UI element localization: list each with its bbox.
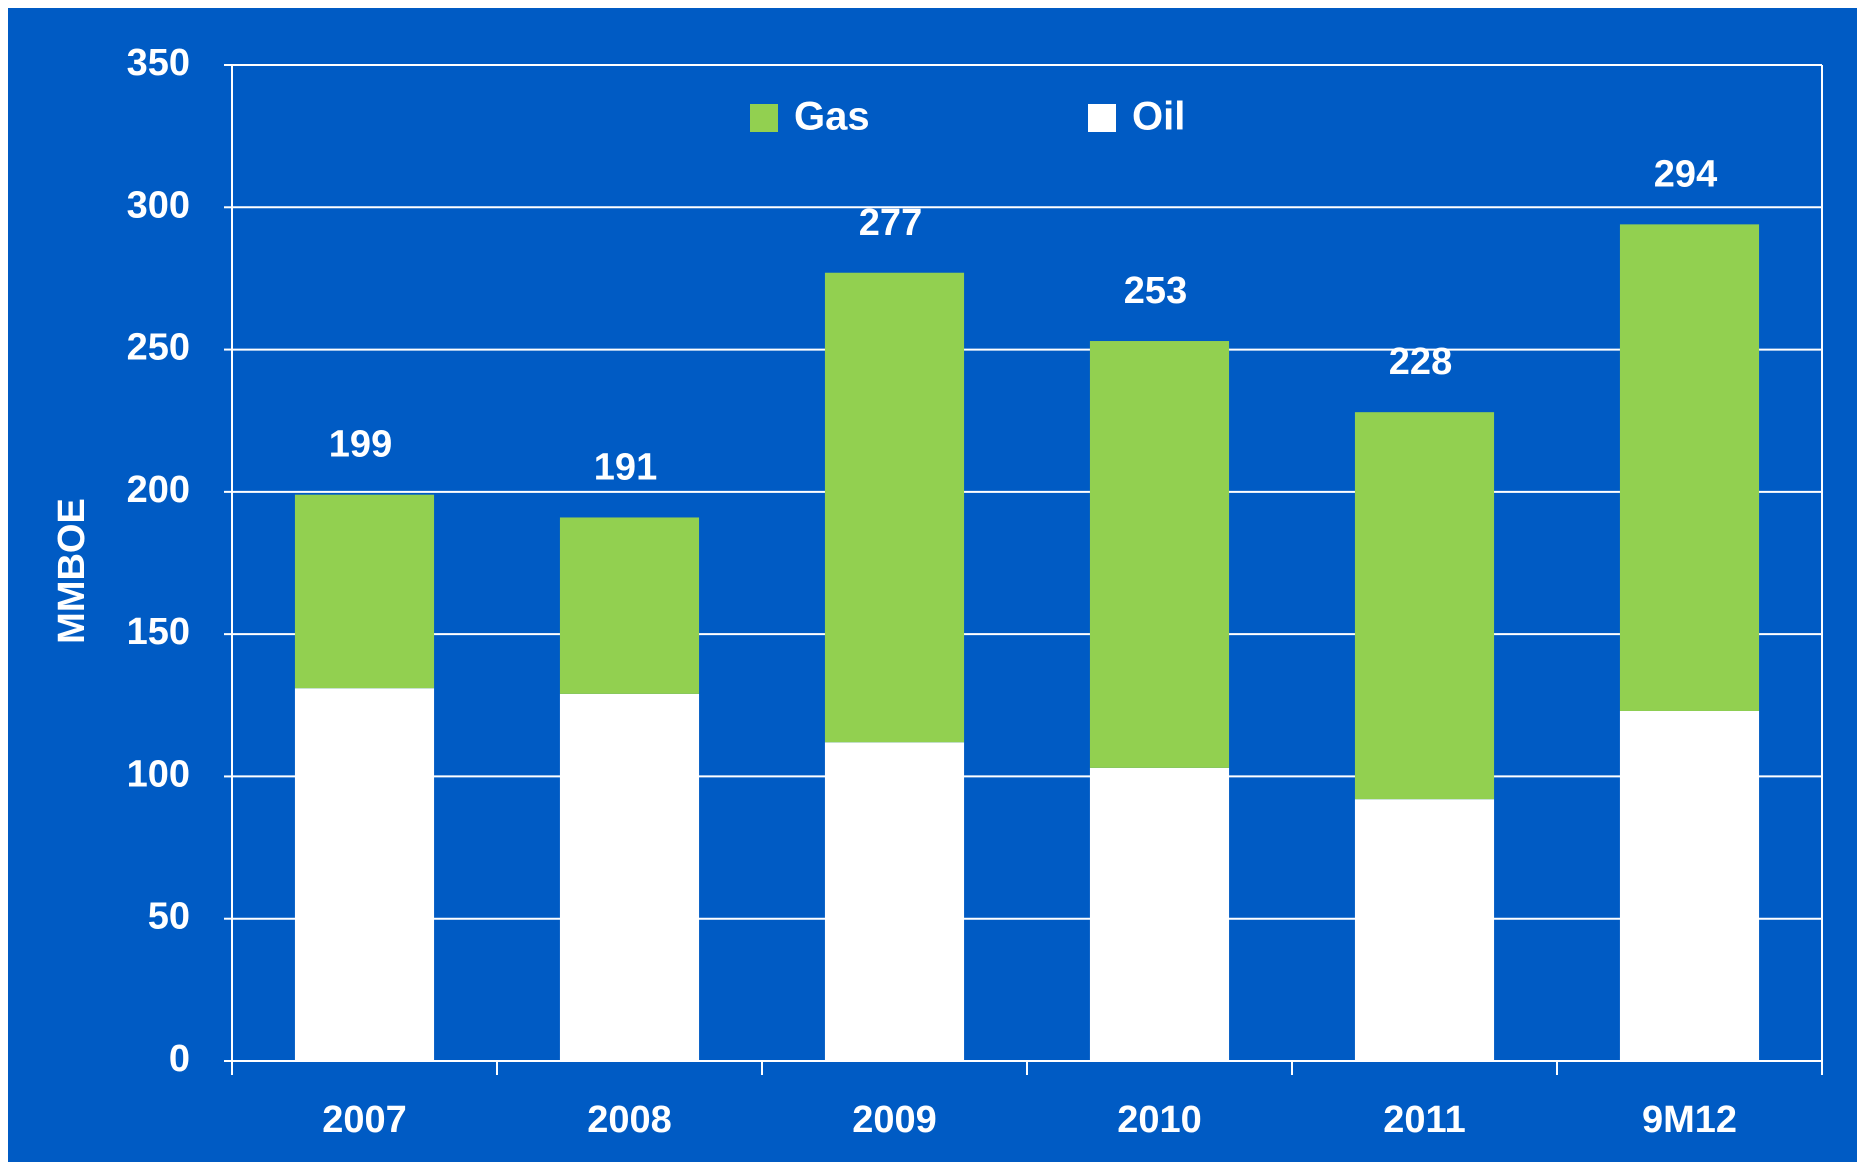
bar-segment — [294, 688, 435, 1061]
bar-segment — [1089, 341, 1230, 768]
y-tick-label: 200 — [127, 469, 190, 511]
total-label: 191 — [594, 446, 657, 488]
legend-swatch — [1088, 104, 1116, 132]
y-tick-label: 250 — [127, 327, 190, 369]
bar-segment — [1619, 710, 1760, 1061]
total-label: 253 — [1124, 270, 1187, 312]
x-tick-label: 9M12 — [1642, 1099, 1737, 1141]
bar-segment — [294, 494, 435, 689]
y-tick-label: 100 — [127, 753, 190, 795]
bar-segment — [559, 693, 700, 1061]
bar-segment — [559, 517, 700, 694]
total-label: 294 — [1654, 153, 1717, 195]
y-tick-label: 300 — [127, 184, 190, 226]
bar-segment — [1089, 767, 1230, 1061]
x-tick-label: 2011 — [1383, 1099, 1465, 1141]
legend-label: Gas — [794, 95, 870, 139]
total-label: 277 — [859, 202, 922, 244]
bar-segment — [824, 742, 965, 1061]
legend-label: Oil — [1132, 95, 1185, 139]
legend-swatch — [750, 104, 778, 132]
bar-segment — [824, 272, 965, 743]
x-tick-label: 2010 — [1117, 1099, 1202, 1141]
y-tick-label: 0 — [169, 1038, 190, 1080]
y-axis-label: MMBOE — [51, 498, 93, 644]
x-tick-label: 2009 — [852, 1099, 937, 1141]
x-tick-label: 2007 — [322, 1099, 407, 1141]
x-tick-label: 2008 — [587, 1099, 672, 1141]
total-label: 199 — [329, 424, 392, 466]
total-label: 228 — [1389, 341, 1452, 383]
y-tick-label: 50 — [148, 896, 190, 938]
bar-segment — [1619, 224, 1760, 711]
y-tick-label: 150 — [127, 611, 190, 653]
y-tick-label: 350 — [127, 42, 190, 84]
bar-segment — [1354, 412, 1495, 800]
bar-segment — [1354, 799, 1495, 1061]
